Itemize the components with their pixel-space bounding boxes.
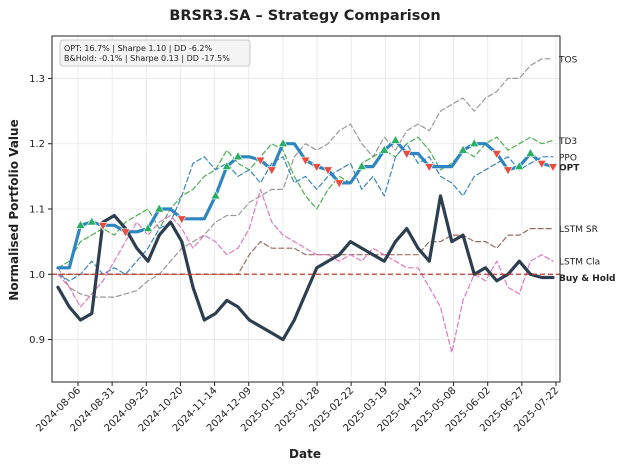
sell-marker	[300, 156, 311, 166]
y-ticks: 0.9 1.0 1.1 1.2 1.3	[29, 74, 52, 346]
buy-marker	[379, 144, 390, 154]
series-label: LSTM Cla	[559, 258, 600, 268]
buy-marker	[232, 151, 244, 161]
buy-marker	[457, 144, 469, 154]
series-label: TOS	[558, 55, 578, 65]
sell-marker	[120, 228, 131, 238]
stats-line-bh: B&Hold: -0.1% | Sharpe 0.13 | DD -17.5%	[64, 54, 230, 63]
sell-marker	[322, 166, 334, 176]
buy-marker	[221, 160, 232, 170]
buy-marker	[142, 222, 154, 232]
y-axis-label: Normalised Portfolio Value	[7, 119, 21, 300]
buy-marker	[154, 203, 165, 213]
series-label: LSTM SR	[559, 225, 598, 235]
series-line-td3	[57, 136, 554, 269]
series-label: Buy & Hold	[559, 274, 616, 284]
buy-marker	[86, 216, 97, 226]
y-tick-label: 1.2	[29, 139, 45, 150]
buy-marker	[277, 138, 289, 148]
sell-marker	[255, 156, 266, 166]
sell-marker	[311, 163, 322, 173]
series-line-tos	[57, 58, 554, 298]
buy-marker	[390, 134, 401, 144]
sell-marker	[266, 166, 277, 176]
grid-layer	[52, 36, 560, 382]
stats-box: OPT: 16.7% | Sharpe 1.10 | DD -6.2% B&Ho…	[59, 39, 251, 67]
series-label: TD3	[558, 137, 577, 147]
sell-marker	[97, 222, 109, 231]
stats-line-opt: OPT: 16.7% | Sharpe 1.10 | DD -6.2%	[64, 44, 213, 53]
sell-marker	[491, 150, 502, 160]
buy-marker	[356, 160, 367, 170]
series-labels: TOS TD3 PPO LSTM SR LSTM Cla OPT Buy & Hold	[558, 55, 616, 284]
sell-marker	[502, 166, 514, 176]
series-label: OPT	[559, 163, 580, 173]
markers-layer	[75, 134, 559, 238]
y-tick-label: 1.0	[29, 270, 45, 281]
y-tick-label: 1.3	[29, 74, 45, 85]
y-tick-label: 1.1	[29, 205, 45, 216]
buy-marker	[514, 160, 525, 170]
buy-marker	[210, 190, 221, 200]
series-line-ppo	[57, 143, 554, 282]
buy-marker	[75, 219, 86, 229]
x-ticks: 2024-08-062024-08-312024-09-252024-10-20…	[34, 382, 561, 434]
sell-marker	[334, 179, 345, 189]
sell-marker	[547, 163, 559, 173]
sell-marker	[424, 163, 435, 173]
sell-marker	[536, 160, 547, 169]
chart-title: BRSR3.SA – Strategy Comparison	[169, 8, 440, 24]
sell-marker	[401, 150, 412, 160]
y-tick-label: 0.9	[29, 335, 45, 346]
buy-marker	[525, 147, 536, 157]
sell-marker	[176, 215, 187, 225]
buy-marker	[469, 138, 480, 148]
series-line-buy-hold	[56, 194, 555, 342]
series-line-lstm-cla	[57, 188, 554, 354]
x-axis-label: Date	[289, 447, 321, 461]
series-label: PPO	[559, 153, 577, 163]
